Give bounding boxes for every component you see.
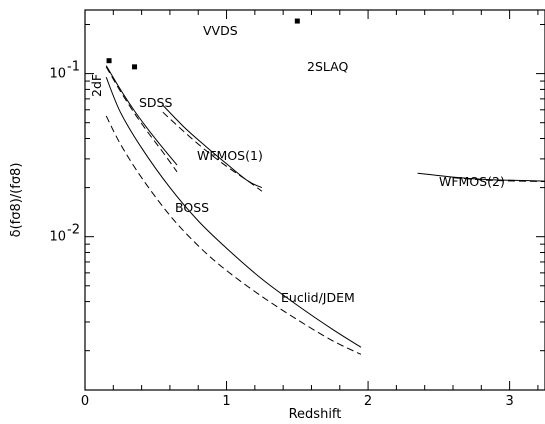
y-tick-label-exponent: -2	[67, 223, 80, 238]
label-wfmos1: WFMOS(1)	[197, 148, 263, 163]
x-axis-title: Redshift	[289, 407, 342, 422]
label-2df: 2dF	[89, 74, 104, 97]
series-layer	[105, 65, 545, 355]
series-boss-solid	[105, 65, 178, 166]
series-wfmos-1-solid	[162, 104, 263, 189]
label-wfmos2: WFMOS(2)	[439, 174, 505, 189]
series-euclid-jdem-solid	[105, 77, 362, 348]
label-euclid: Euclid/JDEM	[281, 290, 355, 305]
x-tick-label: 0	[81, 394, 89, 409]
label-sdss: SDSS	[139, 95, 172, 110]
y-axis-title: δ(fσ8)/(fσ8)	[9, 163, 24, 238]
x-tick-label: 3	[505, 394, 513, 409]
series-boss-dashed	[105, 66, 178, 173]
point-2df	[106, 58, 112, 64]
points-layer	[106, 18, 300, 70]
y-tick-label-exponent: -1	[67, 60, 80, 75]
point-2slaq	[294, 18, 300, 24]
ticks	[84, 10, 545, 390]
series-wfmos-2-solid	[417, 172, 545, 182]
x-tick-label: 1	[222, 394, 230, 409]
x-tick-label: 2	[364, 394, 372, 409]
y-tick-label: 10	[49, 230, 66, 245]
series-wfmos-2-dashed	[452, 177, 545, 182]
label-2slaq: 2SLAQ	[307, 59, 348, 74]
label-vvds: VVDS	[203, 23, 238, 38]
point-sdss	[132, 64, 138, 70]
tick-labels: 0 1 2 310-110-2	[49, 60, 513, 409]
series-wfmos-1-dashed	[162, 111, 263, 192]
y-tick-label: 10	[49, 67, 66, 82]
series-euclid-jdem-dashed	[105, 115, 362, 355]
label-boss: BOSS	[175, 200, 209, 215]
plot-frame	[84, 9, 545, 391]
